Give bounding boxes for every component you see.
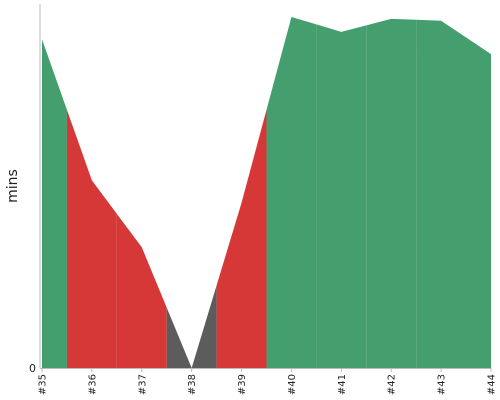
- x-tick-label: #39: [237, 374, 248, 395]
- x-tick-label: #41: [337, 374, 348, 395]
- area-segment-success: [266, 17, 317, 368]
- area-segment-success: [416, 19, 491, 368]
- y-axis-label: mins: [5, 169, 21, 203]
- area-segment-failure: [116, 213, 167, 368]
- x-tick-label: #38: [187, 374, 198, 395]
- x-tick-label: #40: [287, 374, 298, 395]
- area-segment-success: [316, 24, 367, 369]
- x-tick-label: #37: [137, 374, 148, 395]
- area-segment-failure: [66, 109, 117, 369]
- x-axis-ticks: #35 #36 #37 #38 #39 #40 #41 #42 #43 #44: [38, 368, 498, 395]
- area-segment-failure: [216, 109, 267, 369]
- area-segment-unstable: [166, 285, 217, 368]
- x-tick-label: #44: [487, 374, 498, 395]
- area-segment-success: [366, 18, 417, 369]
- area-segments: [42, 17, 491, 369]
- y-tick-label-0: 0: [29, 362, 36, 375]
- x-tick-label: #36: [87, 374, 98, 395]
- x-tick-label: #35: [38, 374, 49, 395]
- area-segment-success: [42, 39, 67, 368]
- x-tick-label: #43: [437, 374, 448, 395]
- x-tick-label: #42: [387, 374, 398, 395]
